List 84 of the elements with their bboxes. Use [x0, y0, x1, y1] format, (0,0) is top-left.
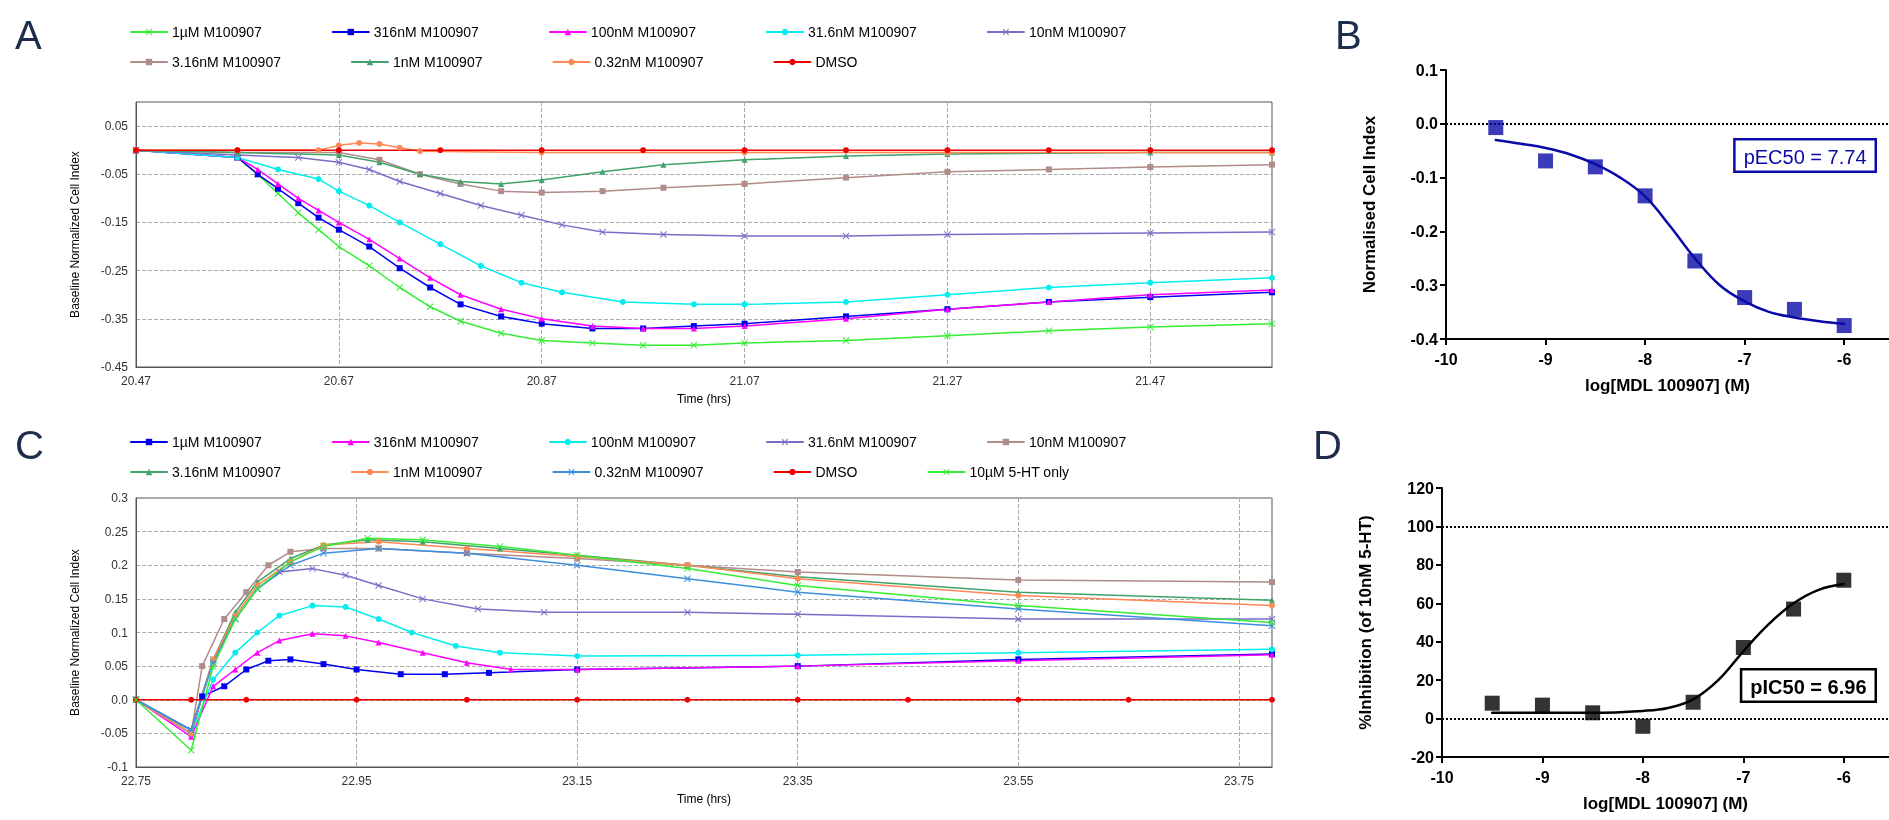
chart-title: A — [15, 13, 42, 57]
y-tick-label: 0.0 — [111, 692, 129, 707]
y-axis-title: Baseline Normalized Cell Index — [68, 549, 82, 716]
chart-title: B — [1335, 13, 1362, 57]
y-tick-label: 0.05 — [104, 659, 129, 674]
legend-label: 1µM M100907 — [172, 434, 262, 450]
legend-label: 0.32nM M100907 — [594, 464, 704, 480]
x-tick-label: -9 — [1538, 350, 1553, 368]
y-tick-label: -0.2 — [1410, 222, 1439, 240]
x-tick-label: -6 — [1837, 350, 1852, 368]
y-tick-label: 0.1 — [111, 625, 129, 640]
legend-label: 10nM M100907 — [1028, 434, 1127, 450]
y-tick-label: -0.3 — [1410, 276, 1439, 294]
x-tick-label: 21.07 — [729, 374, 760, 388]
y-tick-label: 80 — [1416, 556, 1435, 574]
legend-label: 10µM 5-HT only — [969, 464, 1070, 480]
x-tick-label: -7 — [1736, 768, 1751, 786]
y-tick-label: -0.4 — [1410, 330, 1439, 348]
y-tick-label: 0 — [1425, 710, 1435, 728]
x-tick-label: 22.95 — [341, 774, 372, 788]
legend-label: 1nM M100907 — [392, 464, 483, 480]
x-tick-label: -6 — [1836, 768, 1852, 786]
chart-title: C — [15, 423, 44, 467]
y-tick-label: -0.35 — [100, 311, 129, 326]
y-tick-label: 120 — [1407, 479, 1435, 497]
y-tick-label: 0.1 — [1415, 61, 1439, 79]
y-tick-label: -20 — [1410, 748, 1435, 766]
x-tick-label: -8 — [1635, 768, 1651, 786]
legend-label: 1nM M100907 — [392, 54, 483, 70]
legend-label: 0.32nM M100907 — [594, 54, 704, 70]
x-tick-label: 23.55 — [1003, 774, 1034, 788]
y-tick-label: 40 — [1416, 633, 1435, 651]
x-tick-label: 23.15 — [562, 774, 593, 788]
legend-label: DMSO — [815, 464, 858, 480]
y-tick-label: 0.15 — [104, 591, 129, 606]
y-tick-label: 0.05 — [104, 119, 129, 134]
x-axis-title: Time (hrs) — [676, 792, 732, 806]
x-tick-label: 20.67 — [323, 374, 355, 388]
x-tick-label: 23.35 — [782, 774, 814, 788]
legend-label: 3.16nM M100907 — [172, 54, 282, 70]
y-tick-label: 20 — [1416, 671, 1435, 689]
x-tick-label: 22.75 — [120, 774, 152, 788]
legend-label: 3.16nM M100907 — [172, 464, 282, 480]
legend-label: 31.6nM M100907 — [807, 434, 918, 450]
y-tick-label: -0.1 — [107, 760, 129, 774]
y-axis-title: Baseline Normalized Cell Index — [68, 151, 82, 318]
y-tick-label: -0.45 — [100, 360, 129, 374]
x-tick-label: 23.75 — [1223, 774, 1255, 788]
y-tick-label: -0.25 — [100, 263, 129, 278]
x-tick-label: -9 — [1535, 768, 1550, 786]
y-tick-label: 60 — [1416, 594, 1435, 612]
annotation: pEC50 = 7.74 — [1743, 145, 1867, 168]
legend-label: DMSO — [815, 54, 858, 70]
y-tick-label: 0.3 — [111, 491, 129, 505]
x-tick-label: 20.87 — [526, 374, 558, 388]
y-tick-label: 100 — [1407, 517, 1435, 535]
legend-label: 31.6nM M100907 — [807, 24, 918, 40]
x-tick-label: 21.27 — [932, 374, 963, 388]
y-tick-label: -0.1 — [1410, 169, 1439, 187]
legend-label: 1µM M100907 — [172, 24, 262, 40]
y-tick-label: -0.05 — [100, 726, 129, 741]
y-tick-label: -0.05 — [100, 167, 129, 182]
y-axis-title: %Inhibition (of 10nM 5-HT) — [1356, 515, 1375, 730]
x-tick-label: 20.47 — [120, 374, 152, 388]
annotation: pIC50 = 6.96 — [1750, 675, 1867, 698]
y-tick-label: 0.0 — [1415, 115, 1439, 133]
y-tick-label: 0.2 — [111, 558, 129, 573]
y-tick-label: -0.15 — [100, 215, 129, 230]
x-tick-label: 21.47 — [1135, 374, 1166, 388]
x-tick-label: -7 — [1737, 350, 1752, 368]
chart-title: D — [1313, 423, 1342, 467]
y-axis-title: Normalised Cell Index — [1360, 115, 1379, 294]
x-tick-label: -10 — [1434, 350, 1458, 368]
y-tick-label: 0.25 — [104, 524, 129, 539]
x-axis-title: Time (hrs) — [676, 392, 732, 406]
x-axis-title: log[MDL 100907] (M) — [1583, 794, 1748, 813]
legend-label: 100nM M100907 — [590, 434, 697, 450]
legend-label: 316nM M100907 — [373, 24, 480, 40]
legend-label: 100nM M100907 — [590, 24, 697, 40]
x-tick-label: -10 — [1430, 768, 1454, 786]
legend-label: 316nM M100907 — [373, 434, 480, 450]
legend-label: 10nM M100907 — [1028, 24, 1127, 40]
x-tick-label: -8 — [1637, 350, 1653, 368]
x-axis-title: log[MDL 100907] (M) — [1585, 376, 1750, 395]
